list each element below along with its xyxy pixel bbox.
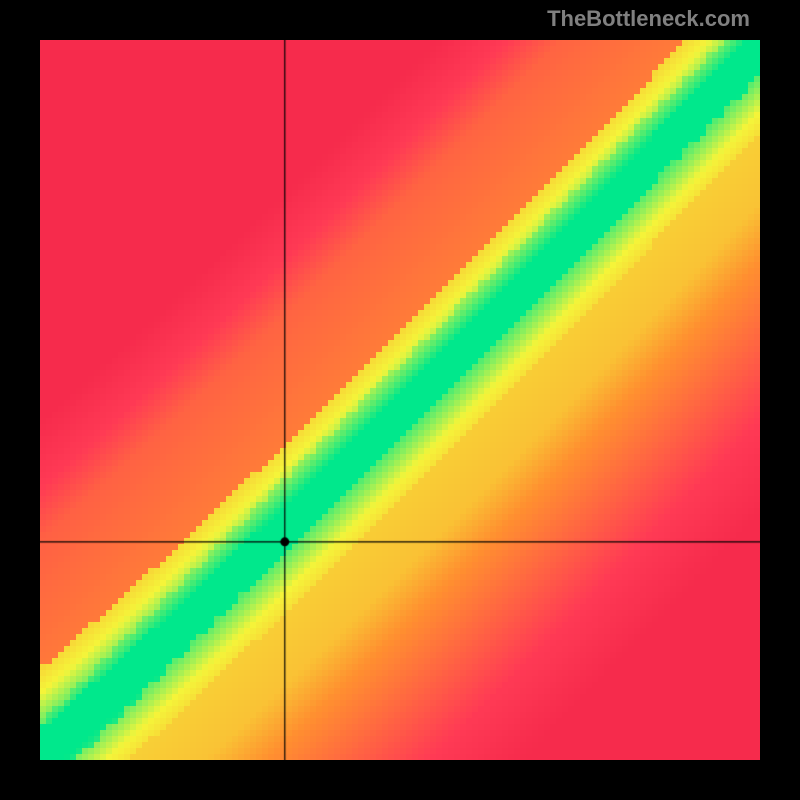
crosshair-overlay <box>40 40 760 760</box>
chart-container: TheBottleneck.com <box>0 0 800 800</box>
watermark-text: TheBottleneck.com <box>547 6 750 32</box>
